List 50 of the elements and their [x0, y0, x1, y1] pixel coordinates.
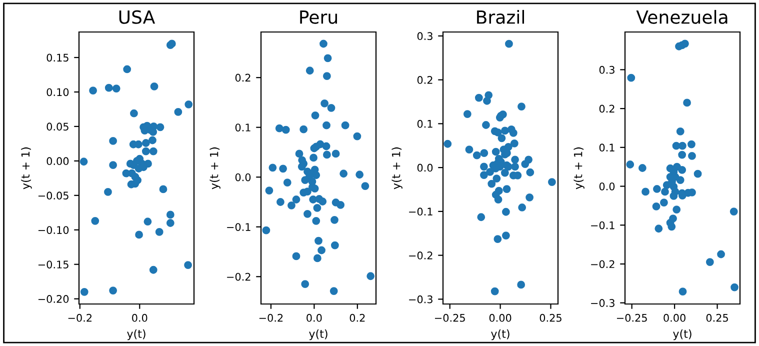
chart-title: USA	[119, 10, 156, 24]
y-tick-label: 0.1	[599, 144, 614, 152]
y-tick-label: 0.3	[417, 32, 432, 40]
chart-title: Brazil	[477, 10, 524, 24]
x-tick-label: −0.25	[616, 314, 647, 322]
y-tick-label: −0.1	[227, 223, 250, 231]
y-tick-label: −0.20	[38, 295, 69, 303]
x-axis-title: y(t)	[491, 329, 510, 340]
y-tick-label: 0.10	[46, 88, 69, 96]
x-tick-label: 0.2	[350, 314, 365, 322]
x-tick-label: 0.25	[540, 314, 562, 322]
y-tick-label: 0.2	[235, 74, 250, 82]
x-axis-title: y(t)	[673, 329, 692, 340]
y-tick-label: 0.1	[417, 120, 432, 128]
x-tick-label: 0.00	[664, 314, 686, 322]
x-axis-title: y(t)	[309, 329, 328, 340]
x-tick-label: −0.25	[435, 314, 465, 322]
chart-title: Venezuela	[636, 10, 728, 24]
y-tick-label: −0.2	[409, 252, 432, 260]
y-tick-label: −0.2	[227, 272, 250, 281]
x-tick-label: 0.00	[489, 314, 512, 322]
y-tick-label: 0.0	[235, 173, 251, 182]
y-tick-label: −0.10	[38, 226, 69, 234]
y-tick-label: 0.15	[46, 54, 68, 62]
y-tick-label: −0.2	[591, 260, 614, 268]
x-tick-label: −0.2	[68, 314, 92, 322]
y-axis-title: y(t + 1)	[21, 147, 32, 190]
y-tick-label: 0.0	[417, 164, 433, 172]
y-tick-label: −0.3	[591, 299, 614, 307]
y-tick-label: 0.3	[599, 66, 614, 74]
y-axis-title: y(t + 1)	[392, 147, 402, 190]
x-tick-label: −0.2	[259, 314, 283, 322]
y-tick-label: 0.0	[599, 182, 615, 190]
y-axis-title: y(t + 1)	[574, 147, 584, 190]
y-tick-label: −0.15	[38, 260, 68, 268]
y-tick-label: 0.1	[235, 124, 250, 132]
y-tick-label: 0.00	[46, 157, 69, 166]
x-tick-label: 0.25	[706, 314, 728, 322]
chart-title: Peru	[300, 10, 337, 24]
x-axis-title: y(t)	[127, 329, 146, 340]
y-tick-label: 0.05	[46, 122, 68, 131]
x-tick-label: 0.0	[132, 314, 148, 322]
x-tick-label: 0.0	[306, 314, 322, 322]
y-tick-label: 0.2	[417, 76, 432, 84]
y-tick-label: 0.2	[599, 104, 614, 113]
y-tick-label: −0.1	[409, 208, 432, 216]
y-tick-label: −0.05	[38, 192, 68, 200]
y-axis-title: y(t + 1)	[210, 147, 220, 190]
y-tick-label: −0.3	[409, 295, 432, 304]
y-tick-label: −0.1	[591, 221, 614, 230]
